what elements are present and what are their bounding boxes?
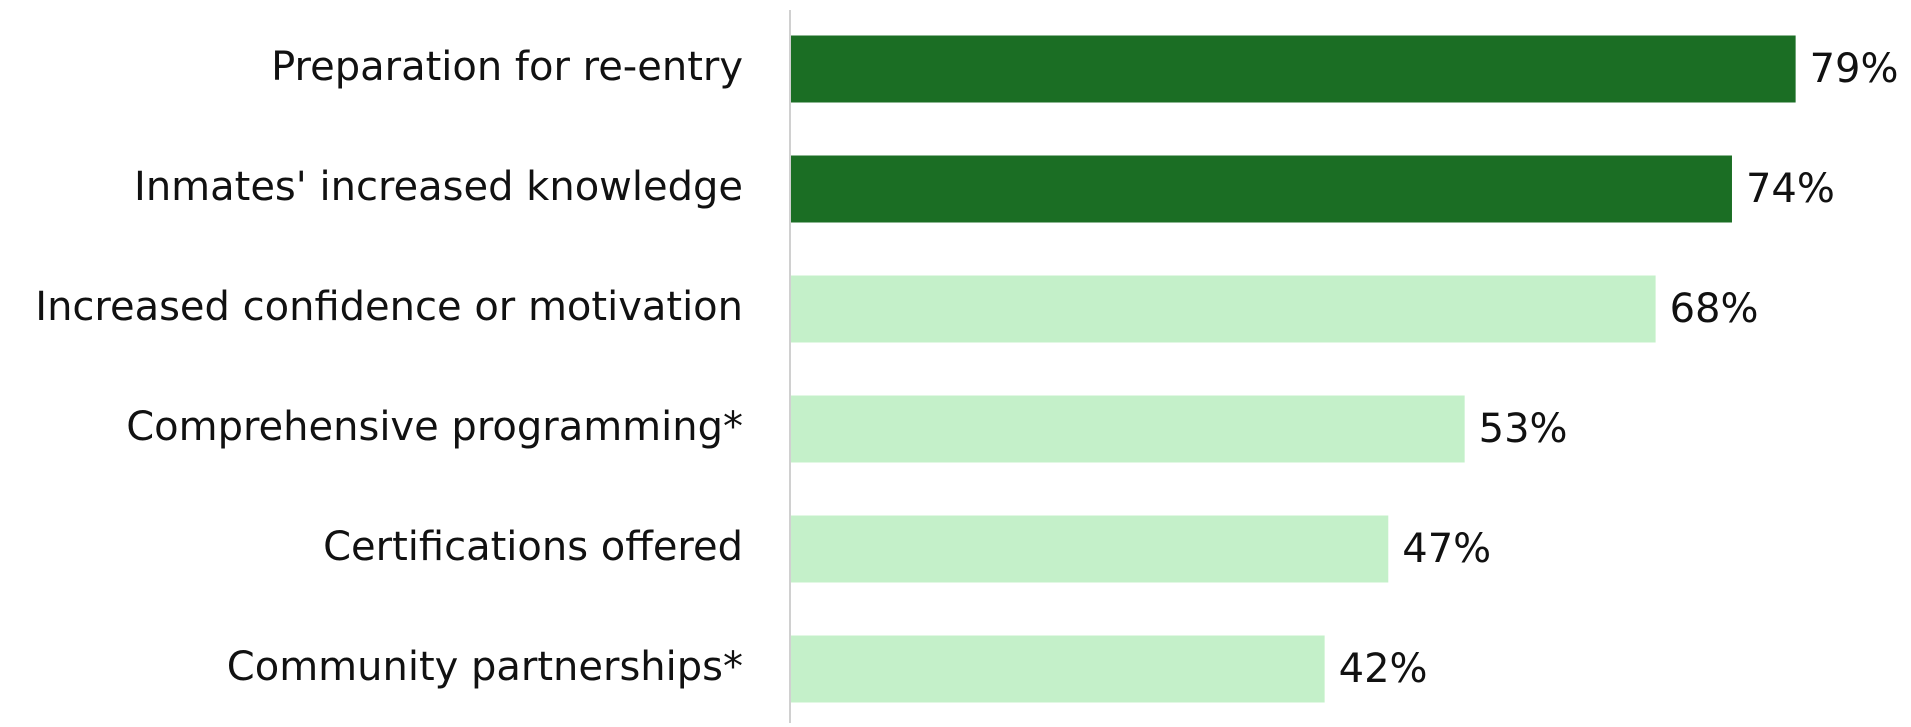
category-label: Comprehensive programming* (126, 404, 743, 450)
value-label: 53% (1479, 406, 1568, 452)
value-label: 79% (1810, 46, 1899, 92)
bar (790, 395, 1465, 463)
category-label: Community partnerships* (227, 644, 743, 690)
value-label: 68% (1670, 286, 1759, 332)
bar (790, 155, 1732, 223)
category-label: Increased confidence or motivation (35, 284, 743, 330)
value-label: 47% (1402, 526, 1491, 572)
bar (790, 635, 1325, 703)
category-label: Inmates' increased knowledge (134, 164, 743, 210)
bar (790, 515, 1389, 583)
value-label: 42% (1339, 646, 1428, 692)
bar (790, 275, 1656, 343)
bar (790, 35, 1796, 103)
value-label: 74% (1746, 166, 1835, 212)
category-label: Certifications offered (323, 524, 743, 570)
category-label: Preparation for re-entry (271, 44, 743, 90)
